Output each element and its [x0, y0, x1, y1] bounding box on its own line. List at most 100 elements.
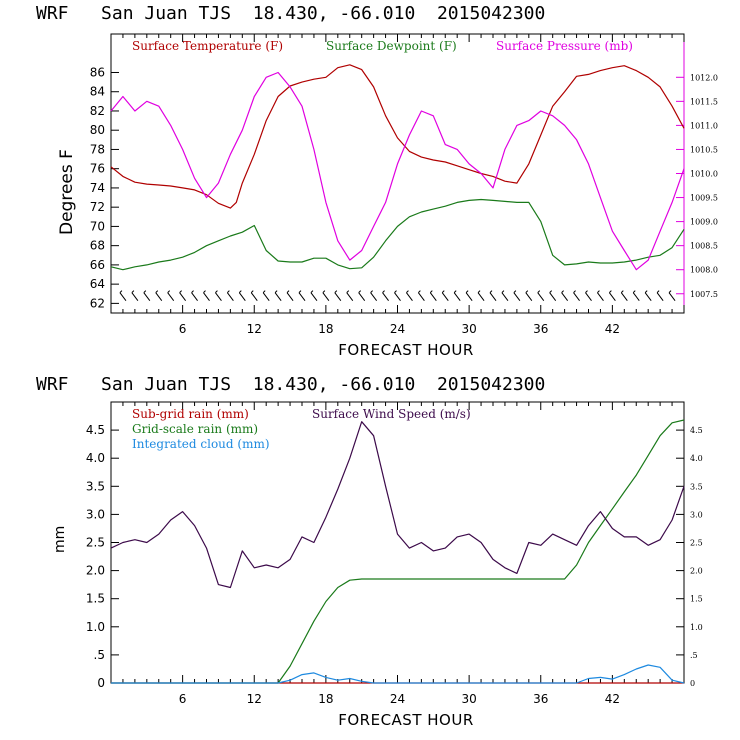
- x-tick-label: 6: [179, 692, 187, 706]
- wind-barb-flag: [286, 290, 290, 293]
- wind-barb-flag: [274, 290, 278, 293]
- wind-barb: [465, 292, 473, 301]
- wind-barb: [656, 292, 664, 301]
- wind-barb: [453, 292, 461, 301]
- x-axis-label: FORECAST HOUR: [338, 341, 474, 359]
- y-tick-label: 3.5: [86, 479, 105, 493]
- wind-barb: [119, 292, 127, 301]
- y-tick-label: 2.0: [86, 564, 105, 578]
- series-line-0: [110, 64, 685, 209]
- wind-barb: [620, 292, 628, 301]
- legend-wind-speed: Surface Wind Speed (m/s): [312, 407, 471, 421]
- x-axis-label: FORECAST HOUR: [338, 711, 474, 729]
- wind-barb: [286, 292, 294, 301]
- x-tick-label: 30: [461, 692, 476, 706]
- y-axis-ticks: 62 64 66 68 70 72 74 76 78 80 82 84 86: [90, 65, 119, 310]
- plot-frame: [110, 33, 685, 314]
- wind-barb: [668, 292, 676, 301]
- chart-title: WRF San Juan TJS 18.430, -66.010 2015042…: [36, 374, 545, 395]
- wind-barb: [382, 292, 389, 301]
- y2-tick-label: 1007.5: [690, 290, 718, 299]
- wind-barb: [429, 292, 437, 301]
- wind-barb-flag: [620, 290, 624, 293]
- wind-barb-flag: [418, 290, 421, 293]
- y2-tick-label: .5: [690, 651, 698, 660]
- y-tick-label: 4.5: [86, 423, 105, 437]
- wind-barb: [441, 292, 449, 301]
- wind-barb: [573, 292, 580, 301]
- wind-barb: [322, 292, 330, 301]
- wind-barb: [179, 292, 187, 301]
- wind-barb: [608, 292, 616, 301]
- x-tick-label: 24: [390, 322, 405, 336]
- y-axis-label: mm: [52, 526, 68, 553]
- y2-tick-label: 1.5: [690, 595, 703, 604]
- y2-tick-label: 1008.0: [690, 266, 718, 275]
- wind-barb-flag: [644, 290, 648, 293]
- wind-barb-flag: [597, 290, 600, 293]
- y-tick-label: 76: [90, 162, 105, 176]
- y-tick-label: 64: [90, 277, 105, 291]
- wind-barb-flag: [155, 290, 159, 293]
- legend-temperature: Surface Temperature (F): [132, 39, 283, 53]
- wind-barb-flag: [179, 290, 182, 293]
- wind-barb: [537, 292, 545, 301]
- y2-tick-label: 1008.5: [690, 242, 718, 251]
- y-tick-label: 2.5: [86, 536, 105, 550]
- wind-barb: [549, 292, 557, 301]
- wind-barb-flag: [668, 290, 672, 293]
- series-line-1: [111, 419, 685, 684]
- wind-barb: [561, 292, 569, 301]
- x-tick-label: 12: [247, 692, 262, 706]
- x-tick-label: 18: [318, 322, 333, 336]
- wind-barb: [477, 292, 485, 301]
- y2-tick-label: 1010.0: [690, 170, 718, 179]
- legend-dewpoint: Surface Dewpoint (F): [326, 39, 457, 53]
- y-tick-label: 86: [90, 65, 105, 79]
- wind-barb-flag: [215, 290, 218, 293]
- wind-barb-flag: [250, 290, 254, 293]
- wind-barb-flag: [609, 290, 612, 293]
- wind-barb-flag: [203, 290, 206, 293]
- series-line-2: [110, 71, 685, 271]
- y2-tick-label: 1009.0: [690, 218, 718, 227]
- x-axis-ticks: 6 12 18 24 30 36 42: [110, 402, 685, 706]
- wind-barb-flag: [370, 290, 373, 293]
- series-lines: [110, 419, 685, 684]
- x-tick-label: 18: [318, 692, 333, 706]
- wind-barb: [358, 292, 366, 301]
- y2-tick-label: 1010.5: [690, 145, 718, 154]
- wind-barb: [238, 292, 246, 301]
- x-tick-label: 42: [605, 322, 620, 336]
- y-tick-label: 4.0: [86, 451, 105, 465]
- y2-tick-label: 2.5: [690, 539, 703, 548]
- y2-axis-ticks: 1007.5 1008.0 1008.5 1009.0 1009.5 1010.0 1010…: [676, 73, 718, 299]
- wind-barb: [191, 292, 198, 301]
- wind-barb: [406, 292, 413, 301]
- wind-barb-flag: [191, 290, 194, 293]
- wind-barb-flag: [537, 290, 541, 293]
- wind-barb-flag: [131, 290, 135, 293]
- wind-barb-flag: [358, 290, 362, 293]
- wind-barb: [167, 292, 175, 301]
- wind-barb: [250, 292, 258, 301]
- wind-barb: [525, 292, 533, 301]
- wind-barb-flag: [382, 290, 385, 293]
- series-line-3: [110, 421, 685, 589]
- y2-tick-label: 1011.0: [690, 121, 718, 130]
- wind-barb-flag: [310, 290, 314, 293]
- wind-barb-flag: [238, 290, 242, 293]
- x-axis-ticks: 6 12 18 24 30 36 42: [110, 34, 685, 336]
- wind-barb-flag: [394, 290, 397, 293]
- wind-barb: [644, 292, 652, 301]
- wind-barb-flag: [573, 290, 576, 293]
- y2-axis-ticks: 0 .5 1.0 1.5 2.0 2.5 3.0 3.5 4.0 4.5: [676, 426, 703, 688]
- x-tick-label: 36: [533, 322, 548, 336]
- wind-barb-flag: [346, 290, 350, 293]
- wind-barb: [417, 292, 425, 301]
- y-tick-label: 80: [90, 123, 105, 137]
- wind-barb-flag: [501, 290, 505, 293]
- y2-tick-label: 1012.0: [690, 73, 718, 82]
- x-tick-label: 12: [247, 322, 262, 336]
